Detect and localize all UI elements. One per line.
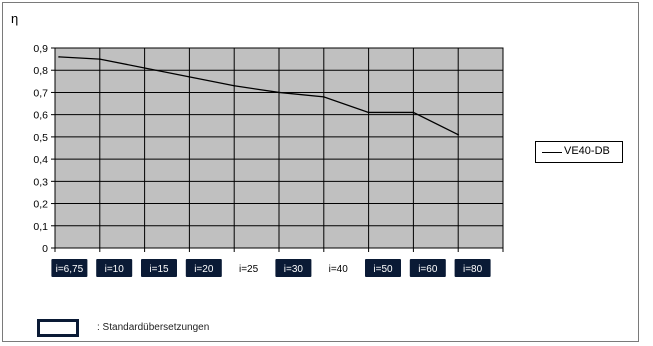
data-point (99, 58, 101, 60)
x-category-label: i=6,75 (56, 264, 84, 275)
y-tick-label: 0,5 (33, 132, 48, 144)
standard-ratio-key-box (37, 319, 79, 337)
y-tick-label: 0,2 (33, 199, 48, 211)
x-category-label: i=40 (329, 264, 349, 275)
data-point (412, 111, 415, 114)
y-tick-label: 0,1 (33, 221, 48, 233)
x-category-label: i=80 (463, 264, 483, 275)
y-tick-label: 0,3 (33, 176, 48, 188)
data-point (457, 133, 460, 136)
x-category-label: i=25 (239, 264, 259, 275)
x-category-label: i=20 (194, 264, 214, 275)
data-point (278, 91, 280, 94)
y-tick-label: 0,9 (33, 43, 48, 55)
chart-frame: η 0 0,1 0,2 0,3 0,4 0,5 0,6 0,7 0,8 0,9 i=6,75 i=10 i… (2, 2, 639, 342)
data-point (367, 111, 370, 114)
x-category-label: i=60 (418, 264, 438, 275)
data-point (323, 96, 325, 98)
x-category-label: i=30 (284, 264, 304, 275)
standard-ratio-box (185, 259, 222, 277)
standard-ratio-box (141, 259, 177, 277)
standard-ratio-box (96, 259, 133, 277)
y-tick-label: 0,4 (33, 154, 48, 166)
y-axis-title: η (11, 11, 18, 26)
line-chart: η 0 0,1 0,2 0,3 0,4 0,5 0,6 0,7 0,8 0,9 i=6,75 i=10 i… (11, 11, 504, 277)
legend-series-label: VE40-DB (564, 145, 610, 157)
x-category-label: i=15 (149, 264, 169, 275)
x-category-label: i=50 (373, 264, 393, 275)
x-category-label: i=10 (105, 264, 125, 275)
standard-ratio-box (275, 259, 312, 277)
standard-ratio-box (365, 259, 401, 277)
standard-ratio-note: : Standardübersetzungen (97, 322, 210, 333)
standard-ratio-box (51, 259, 88, 277)
series-line-ve40-db (58, 56, 459, 136)
legend: VE40-DB (535, 141, 623, 163)
y-tick-label: 0 (42, 243, 48, 255)
standard-ratio-box (409, 259, 446, 277)
y-tick-label: 0,7 (33, 87, 48, 99)
data-point (188, 76, 191, 78)
standard-ratio-box (454, 259, 491, 277)
data-point (233, 84, 235, 87)
legend-series-line (542, 152, 562, 153)
y-tick-label: 0,6 (33, 110, 48, 122)
data-point (143, 67, 146, 69)
y-tick-label: 0,8 (33, 65, 48, 77)
data-point (58, 56, 60, 58)
